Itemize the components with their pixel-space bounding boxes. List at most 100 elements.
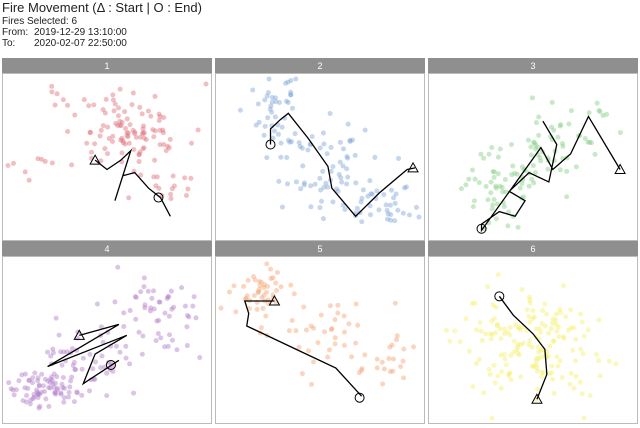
fire-point [40, 383, 46, 389]
fire-point [524, 307, 530, 313]
fire-point [328, 144, 334, 150]
fire-point [508, 352, 514, 358]
fire-point [532, 170, 538, 176]
fire-point [261, 281, 267, 287]
fire-point [516, 325, 522, 331]
fire-point [52, 102, 58, 108]
fire-point [182, 303, 188, 309]
fire-point [555, 363, 561, 369]
date-from: From: 2019-12-29 13:10:00 [2, 27, 202, 38]
fire-point [270, 275, 276, 281]
fire-point [61, 349, 67, 355]
fire-point [347, 137, 353, 143]
fire-point [268, 266, 274, 272]
fire-point [42, 376, 48, 382]
movement-path [243, 300, 363, 397]
fire-point [530, 308, 536, 314]
fire-point [283, 98, 289, 104]
fire-point [16, 378, 22, 384]
fire-point [278, 284, 284, 290]
fire-point [60, 97, 66, 103]
fire-point [317, 205, 323, 211]
fire-point [261, 132, 267, 138]
facet-panel-1: 1 [2, 58, 212, 241]
fire-point [613, 361, 619, 367]
fire-point [10, 160, 16, 166]
fire-point [481, 390, 487, 396]
fire-point [258, 279, 264, 285]
fire-point [87, 388, 93, 394]
fire-point [528, 144, 534, 150]
fire-point [186, 314, 192, 320]
fire-point [328, 168, 334, 174]
fire-point [493, 330, 499, 336]
fire-point [73, 367, 79, 373]
fire-point [573, 336, 579, 342]
fire-point [396, 155, 402, 161]
fire-point [570, 347, 576, 353]
fire-point [324, 151, 330, 157]
fire-point [142, 302, 148, 308]
fire-point [103, 96, 109, 102]
fire-point [188, 175, 194, 181]
fire-point [42, 158, 48, 164]
fire-point [587, 393, 593, 399]
fire-point [551, 390, 557, 396]
fire-point [264, 93, 270, 99]
fire-point [243, 296, 249, 302]
fire-point [37, 403, 43, 409]
fire-point [538, 347, 544, 353]
fire-point [416, 214, 422, 220]
fire-point [268, 103, 274, 109]
fire-point [45, 349, 51, 355]
fire-point [403, 184, 409, 190]
fire-point [154, 174, 160, 180]
fire-point [561, 283, 567, 289]
fire-point [335, 302, 341, 308]
fire-point [293, 328, 299, 334]
fire-point [270, 135, 276, 141]
fire-point [489, 145, 495, 151]
fire-point [471, 198, 477, 204]
fire-point [393, 191, 399, 197]
fire-point [597, 373, 603, 379]
fire-point [341, 329, 347, 335]
date-from-value: 2019-12-29 13:10:00 [34, 27, 127, 38]
fire-point [379, 359, 385, 365]
fire-point [580, 351, 586, 357]
fire-point [145, 288, 151, 294]
fire-point [184, 324, 190, 330]
fire-point [127, 361, 133, 367]
fire-point [98, 127, 104, 133]
fire-point [145, 108, 151, 114]
fire-point [527, 319, 533, 325]
fire-point [86, 103, 92, 109]
fire-point [539, 369, 545, 375]
fire-point [320, 216, 326, 222]
fire-point [183, 193, 189, 199]
fire-point [112, 299, 118, 305]
fire-point [466, 348, 472, 354]
fire-point [585, 327, 591, 333]
fire-point [338, 175, 344, 181]
facet-title: 2 [317, 61, 322, 71]
fire-point [478, 328, 484, 334]
fire-point [551, 127, 557, 133]
fire-point [267, 106, 273, 112]
fire-point [394, 337, 400, 343]
fire-point [120, 138, 126, 144]
fire-point [323, 180, 329, 186]
fire-point [493, 183, 499, 189]
fire-point [509, 172, 515, 178]
fire-point [46, 403, 52, 409]
fire-point [8, 386, 14, 392]
fire-point [530, 316, 536, 322]
fire-point [515, 224, 521, 230]
fire-point [265, 90, 271, 96]
fire-point [261, 285, 267, 291]
fire-point [104, 393, 110, 399]
fire-point [398, 364, 404, 370]
fire-point [47, 385, 53, 391]
fire-point [526, 183, 532, 189]
fire-point [24, 392, 30, 398]
